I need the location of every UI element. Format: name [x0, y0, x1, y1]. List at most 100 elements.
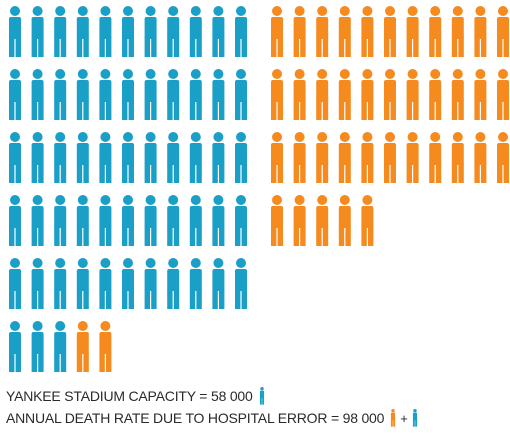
legend-stadium-text: YANKEE STADIUM CAPACITY = 58 000	[6, 388, 253, 404]
orange-person-icon	[316, 132, 329, 183]
orange-person-icon	[406, 132, 419, 183]
blue-person-icon	[122, 69, 134, 120]
orange-person-icon	[429, 132, 442, 183]
blue-person-icon	[189, 6, 202, 57]
blue-person-icon	[99, 132, 112, 183]
blue-person-icon	[31, 195, 44, 246]
blue-person-icon	[235, 258, 247, 309]
blue-person-icon	[122, 258, 134, 309]
blue-person-icon	[54, 69, 67, 120]
blue-person-icon	[189, 195, 202, 246]
orange-person-icon	[384, 6, 396, 57]
blue-person-icon	[144, 258, 157, 309]
orange-person-icon	[474, 132, 487, 183]
blue-person-icon	[212, 132, 225, 183]
blue-person-icon	[54, 321, 67, 372]
blue-person-icon	[54, 6, 67, 57]
orange-person-icon	[338, 6, 351, 57]
blue-person-icon	[122, 132, 134, 183]
orange-person-icon	[497, 132, 509, 183]
orange-person-icon	[497, 6, 509, 57]
blue-person-icon	[76, 69, 89, 120]
orange-person-icon	[338, 69, 351, 120]
legend: YANKEE STADIUM CAPACITY = 58 000 ANNUAL …	[6, 385, 506, 429]
orange-person-icon	[384, 132, 396, 183]
pictogram-grid	[9, 6, 509, 372]
orange-person-icon	[316, 69, 329, 120]
orange-person-icon	[99, 321, 112, 372]
orange-person-icon	[451, 69, 464, 120]
blue-person-icon	[212, 195, 225, 246]
blue-person-icon	[76, 132, 89, 183]
orange-person-icon	[271, 69, 283, 120]
blue-person-icon	[212, 6, 225, 57]
orange-person-icon	[497, 69, 509, 120]
blue-person-icon	[76, 258, 89, 309]
blue-person-icon	[144, 132, 157, 183]
blue-person-icon	[31, 258, 44, 309]
orange-person-icon	[271, 132, 283, 183]
legend-stadium: YANKEE STADIUM CAPACITY = 58 000	[6, 385, 506, 407]
orange-person-icon	[451, 132, 464, 183]
orange-person-icon	[474, 6, 487, 57]
legend-hospital-text: ANNUAL DEATH RATE DUE TO HOSPITAL ERROR …	[6, 410, 385, 426]
blue-person-icon	[54, 132, 67, 183]
blue-person-icon	[76, 6, 89, 57]
blue-person-icon	[31, 69, 44, 120]
blue-person-icon	[9, 321, 21, 372]
orange-person-icon	[293, 132, 306, 183]
blue-person-icon	[54, 258, 67, 309]
orange-person-icon	[391, 409, 396, 427]
blue-person-icon	[167, 195, 180, 246]
orange-person-icon	[76, 321, 89, 372]
orange-person-icon	[384, 69, 396, 120]
orange-person-icon	[361, 6, 374, 57]
blue-person-icon	[189, 69, 202, 120]
blue-person-icon	[259, 387, 264, 405]
blue-person-icon	[31, 132, 44, 183]
blue-person-icon	[167, 6, 180, 57]
blue-person-icon	[235, 132, 247, 183]
orange-person-icon	[361, 69, 374, 120]
blue-person-icon	[144, 69, 157, 120]
orange-person-icon	[293, 195, 306, 246]
blue-person-icon	[412, 409, 417, 427]
plus-sign: +	[400, 410, 408, 426]
orange-person-icon	[293, 69, 306, 120]
orange-person-icon	[474, 69, 487, 120]
blue-person-icon	[76, 195, 89, 246]
orange-person-icon	[316, 195, 329, 246]
orange-person-icon	[406, 6, 419, 57]
blue-person-icon	[99, 69, 112, 120]
blue-person-icon	[167, 132, 180, 183]
blue-person-icon	[9, 132, 21, 183]
orange-person-icon	[316, 6, 329, 57]
blue-person-icon	[99, 195, 112, 246]
blue-person-icon	[189, 258, 202, 309]
orange-person-icon	[361, 132, 374, 183]
orange-person-icon	[361, 195, 374, 246]
orange-person-icon	[451, 6, 464, 57]
blue-person-icon	[31, 6, 44, 57]
blue-person-icon	[31, 321, 44, 372]
blue-person-icon	[122, 6, 134, 57]
blue-person-icon	[189, 132, 202, 183]
blue-person-icon	[167, 69, 180, 120]
legend-hospital: ANNUAL DEATH RATE DUE TO HOSPITAL ERROR …	[6, 407, 506, 429]
blue-person-icon	[54, 195, 67, 246]
blue-person-icon	[144, 6, 157, 57]
orange-person-icon	[338, 132, 351, 183]
orange-person-icon	[271, 195, 283, 246]
blue-person-icon	[235, 6, 247, 57]
blue-person-icon	[167, 258, 180, 309]
blue-person-icon	[235, 69, 247, 120]
blue-person-icon	[9, 195, 21, 246]
blue-person-icon	[9, 69, 21, 120]
orange-person-icon	[406, 69, 419, 120]
blue-person-icon	[122, 195, 134, 246]
blue-person-icon	[212, 258, 225, 309]
blue-person-icon	[235, 195, 247, 246]
blue-person-icon	[99, 258, 112, 309]
blue-person-icon	[99, 6, 112, 57]
blue-person-icon	[9, 258, 21, 309]
